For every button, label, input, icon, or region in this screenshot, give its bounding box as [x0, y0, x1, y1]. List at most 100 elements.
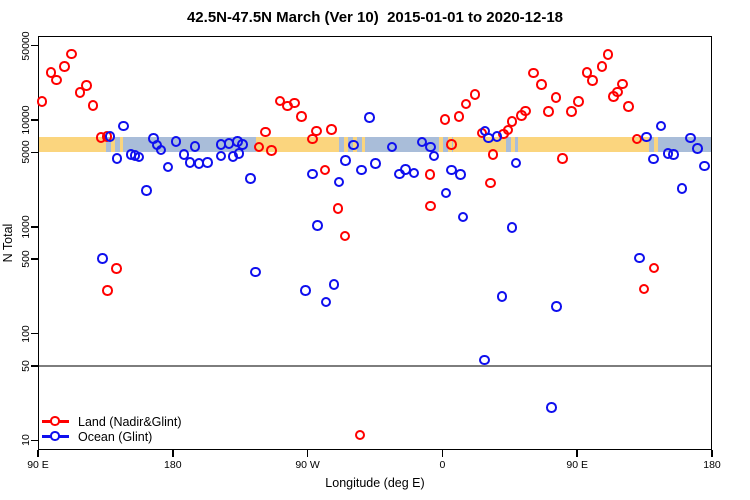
band-segment-land — [38, 136, 103, 153]
data-point-ocean — [479, 354, 490, 366]
data-point-ocean — [699, 160, 710, 172]
y-axis-tick — [31, 332, 38, 335]
data-point-ocean — [491, 131, 503, 142]
data-point-ocean — [364, 112, 375, 123]
data-point-land — [602, 49, 614, 60]
band-segment-mixed — [502, 136, 519, 153]
x-axis-tick-label: 90 E — [27, 459, 49, 471]
data-point-ocean — [307, 168, 318, 180]
data-point-ocean — [141, 185, 152, 196]
data-point-ocean — [370, 158, 381, 169]
x-axis-tick — [441, 450, 444, 457]
data-point-land — [81, 80, 92, 91]
data-point-land — [253, 141, 265, 153]
x-axis-tick — [172, 450, 174, 457]
data-point-land — [587, 75, 598, 86]
data-point-land — [59, 61, 70, 72]
legend-entry-ocean: Ocean (Glint) — [42, 429, 182, 444]
data-point-land — [354, 429, 366, 441]
x-axis-tick-label: 90 W — [295, 459, 320, 471]
data-point-land — [506, 116, 518, 127]
ocean-series-symbol — [42, 431, 69, 443]
data-point-land — [460, 98, 472, 110]
x-axis-title: Longitude (deg E) — [325, 476, 425, 490]
reference-line-50 — [38, 364, 712, 367]
legend: Land (Nadir&Glint) Ocean (Glint) — [42, 414, 182, 444]
data-point-ocean — [546, 402, 557, 413]
legend-label-land: Land (Nadir&Glint) — [78, 414, 182, 429]
data-point-ocean — [641, 131, 652, 143]
x-axis-tick-label: 180 — [703, 459, 721, 471]
y-axis-tick — [31, 364, 38, 367]
data-point-ocean — [320, 296, 332, 308]
data-point-land — [74, 87, 86, 98]
data-point-ocean — [215, 150, 227, 162]
data-point-land — [439, 114, 451, 125]
data-point-ocean — [170, 136, 182, 147]
data-point-ocean — [118, 120, 129, 132]
x-axis-tick-label: 0 — [439, 459, 446, 471]
land-series-symbol — [42, 416, 69, 428]
legend-label-ocean: Ocean (Glint) — [78, 429, 153, 444]
data-point-ocean — [692, 143, 703, 154]
data-point-land — [425, 200, 436, 212]
data-point-ocean — [97, 253, 108, 264]
data-point-ocean — [312, 220, 323, 231]
data-point-land — [319, 164, 331, 176]
data-point-land — [638, 283, 650, 295]
data-point-land — [266, 145, 277, 156]
data-point-ocean — [551, 301, 562, 312]
band-segment-land — [518, 136, 645, 153]
data-point-ocean — [428, 150, 440, 162]
y-axis-tick — [31, 151, 38, 154]
y-axis-tick — [31, 258, 38, 260]
x-axis-tick-label: 90 E — [566, 459, 588, 471]
x-axis-tick — [306, 450, 309, 457]
data-point-ocean — [340, 155, 351, 166]
data-point-land — [66, 48, 77, 60]
data-point-ocean — [162, 161, 174, 173]
data-point-ocean — [676, 183, 688, 194]
data-point-ocean — [440, 187, 452, 199]
data-point-ocean — [386, 141, 398, 153]
data-point-land — [557, 153, 568, 164]
data-point-land — [296, 111, 307, 122]
data-point-ocean — [250, 266, 261, 278]
data-point-land — [528, 67, 539, 79]
land-legend-circle-icon — [50, 416, 60, 426]
data-point-land — [566, 106, 577, 117]
data-point-land — [339, 230, 351, 242]
data-point-land — [36, 96, 48, 107]
data-point-ocean — [111, 153, 123, 164]
ocean-legend-circle-icon — [50, 431, 60, 441]
x-axis-tick — [37, 450, 39, 457]
data-point-land — [424, 169, 436, 180]
data-point-ocean — [356, 164, 367, 176]
data-point-land — [469, 89, 481, 100]
data-point-land — [289, 97, 300, 109]
chart-title: 42.5N-47.5N March (Ver 10) 2015-01-01 to… — [186, 9, 564, 26]
data-point-ocean — [245, 173, 256, 184]
data-point-ocean — [189, 141, 201, 152]
data-point-land — [102, 285, 113, 296]
data-point-ocean — [155, 144, 167, 156]
legend-entry-land: Land (Nadir&Glint) — [42, 414, 182, 429]
data-point-ocean — [648, 153, 659, 165]
data-point-ocean — [685, 132, 696, 144]
data-point-ocean — [455, 169, 466, 180]
data-point-land — [648, 262, 660, 274]
y-axis-title: N Total — [1, 223, 15, 263]
data-point-land — [260, 126, 271, 138]
data-point-land — [446, 139, 457, 150]
x-axis-tick — [576, 450, 578, 457]
data-point-land — [543, 106, 554, 117]
data-point-land — [550, 92, 562, 103]
data-point-ocean — [457, 211, 469, 223]
y-axis-tick — [31, 119, 38, 121]
data-point-ocean — [333, 176, 345, 188]
data-point-ocean — [655, 120, 667, 132]
data-point-land — [520, 105, 531, 117]
data-point-ocean — [133, 151, 145, 163]
data-point-ocean — [668, 149, 679, 160]
data-point-land — [51, 74, 62, 86]
